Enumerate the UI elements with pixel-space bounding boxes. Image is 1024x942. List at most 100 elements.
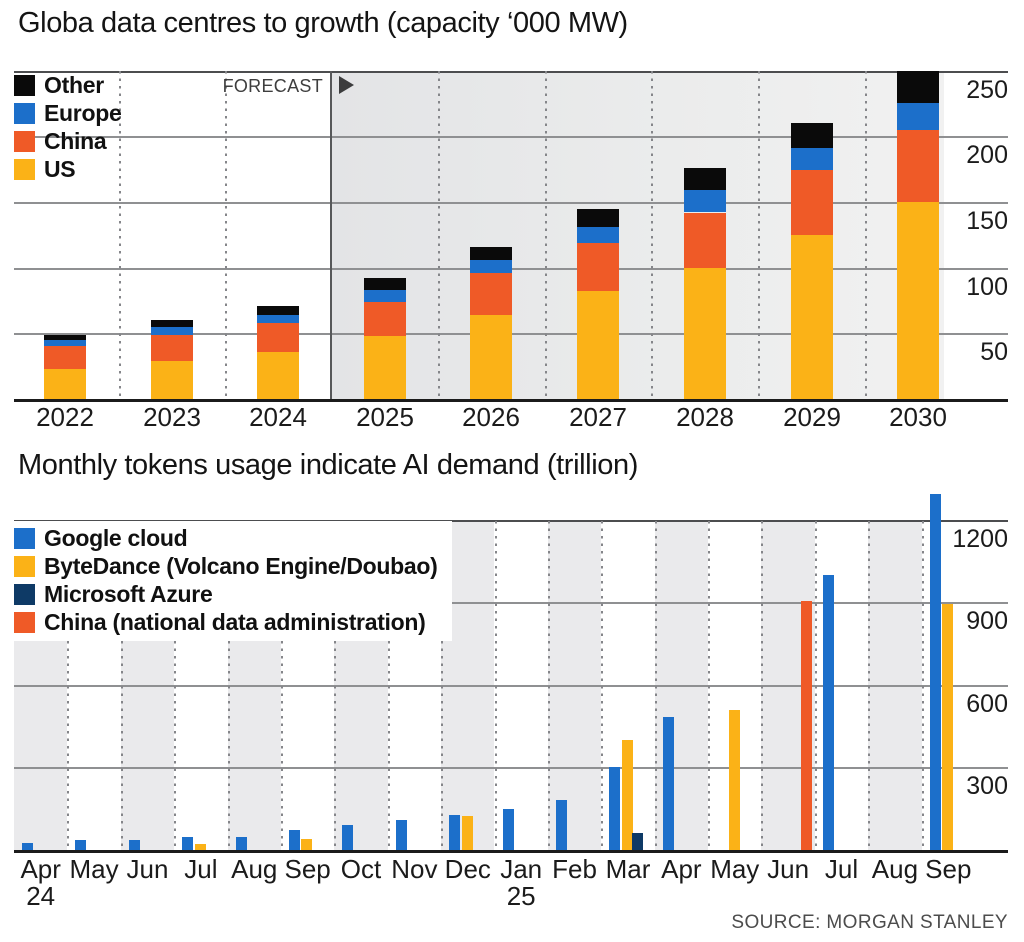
bar-2028-other — [684, 167, 726, 191]
legend-item-microsoft-azure: Microsoft Azure — [14, 582, 438, 606]
month-separator — [174, 520, 177, 850]
legend-label: China (national data administration) — [44, 609, 426, 636]
bar-2026-us — [470, 314, 512, 399]
legend-label: Google cloud — [44, 525, 188, 551]
bar-2022-europe — [44, 339, 86, 347]
legend-label: China — [44, 128, 107, 155]
x-tick-label-jul-15: Jul — [824, 854, 859, 884]
bar-2027-europe — [577, 226, 619, 243]
month-separator — [761, 520, 764, 850]
bar-dec-bytedance-volcano-engine-doubao — [461, 815, 473, 850]
bar-mar-bytedance-volcano-engine-doubao — [621, 739, 633, 850]
x-tick-label-2028: 2028 — [676, 402, 734, 432]
legend-item-europe: Europe — [14, 100, 122, 127]
bar-2023-europe — [151, 326, 193, 335]
chart2-title: Monthly tokens usage indicate AI demand … — [18, 449, 638, 481]
bar-oct-google-cloud — [342, 824, 354, 850]
china-swatch-icon — [14, 130, 35, 152]
bar-may-bytedance-volcano-engine-doubao — [728, 709, 740, 850]
x-tick-label-may-1: May — [69, 854, 119, 884]
europe-swatch-icon — [14, 102, 35, 124]
year-separator — [438, 71, 440, 399]
month-separator — [654, 520, 657, 850]
legend-label: Other — [44, 72, 104, 98]
bar-2030-us — [897, 201, 939, 399]
bar-aug-google-cloud — [235, 836, 247, 850]
y-tick-label-50: 50 — [980, 338, 1008, 367]
china-national-data-administration-swatch-icon — [14, 611, 35, 633]
legend-label: ByteDance (Volcano Engine/Doubao) — [44, 553, 438, 580]
legend-item-china: China — [14, 129, 121, 153]
google-cloud-swatch-icon — [14, 527, 35, 549]
bar-2025-europe — [364, 290, 406, 302]
month-separator — [921, 520, 924, 850]
legend-item-google-cloud: Google cloud — [14, 526, 438, 550]
bar-sep-google-cloud — [288, 830, 300, 850]
bar-2028-us — [684, 267, 726, 399]
month-separator — [120, 520, 123, 850]
y-tick-label-250: 250 — [966, 75, 1008, 104]
x-tick-label-feb-10: Feb — [552, 854, 597, 884]
gridline-200 — [14, 136, 1008, 139]
bar-2024-us — [257, 351, 299, 399]
month-separator — [227, 520, 230, 850]
microsoft-azure-swatch-icon — [14, 583, 35, 605]
bar-jan-google-cloud — [502, 808, 514, 850]
legend-label: Microsoft Azure — [44, 581, 213, 608]
x-tick-label-2024: 2024 — [249, 402, 307, 432]
year-separator — [118, 71, 121, 399]
bar-jul-google-cloud — [822, 574, 834, 850]
x-tick-label-jun-14: Jun — [767, 854, 810, 884]
x-tick-label-jul-3: Jul — [184, 854, 218, 884]
x-tick-sublabel-25: 25 — [506, 881, 536, 911]
source-credit: SOURCE: MORGAN STANLEY — [731, 912, 1008, 933]
y-tick-label-1200: 1200 — [952, 524, 1008, 553]
month-separator — [708, 520, 711, 850]
bar-2025-other — [364, 278, 406, 290]
x-tick-label-dec-8: Dec — [444, 854, 491, 884]
chart2-x-axis-labels: Apr May Jun Jul Aug Sep Oct Nov Dec Jan Feb Mar Apr M… — [14, 856, 975, 916]
bar-2030-china — [897, 129, 939, 202]
x-tick-label-aug-16: Aug — [871, 854, 919, 884]
x-tick-label-jan-9: Jan — [500, 854, 543, 884]
y-tick-label-100: 100 — [966, 272, 1008, 301]
bar-feb-google-cloud — [555, 800, 567, 850]
bar-may-google-cloud — [75, 840, 87, 850]
bar-2026-china — [470, 272, 512, 315]
x-tick-label-mar-11: Mar — [605, 854, 651, 884]
year-separator — [544, 71, 547, 399]
bar-2023-china — [151, 334, 193, 361]
chart2-plot-area: Google cloud ByteDance (Volcano Engine/Do… — [14, 490, 975, 850]
bar-jun-china-national-data-administration — [801, 600, 813, 850]
bar-2026-europe — [470, 259, 512, 273]
x-tick-label-oct-6: Oct — [340, 854, 382, 884]
x-tick-label-2029: 2029 — [783, 402, 841, 432]
legend-label: Europe — [44, 100, 122, 127]
bar-2027-other — [577, 208, 619, 227]
bar-2027-china — [577, 242, 619, 292]
y-tick-label-600: 600 — [966, 689, 1008, 718]
x-tick-label-2022: 2022 — [36, 402, 94, 432]
legend-item-other: Other — [14, 73, 121, 97]
month-separator — [280, 520, 283, 850]
bar-2025-us — [364, 335, 406, 399]
x-tick-label-aug-4: Aug — [231, 854, 278, 884]
bar-2030-other — [897, 70, 939, 104]
bar-mar-google-cloud — [609, 767, 621, 850]
bar-jun-google-cloud — [128, 840, 140, 850]
y-tick-label-150: 150 — [966, 206, 1008, 235]
month-separator — [67, 520, 70, 850]
gridline-250 — [14, 70, 1008, 73]
x-tick-label-sep-17: Sep — [925, 854, 972, 884]
month-separator — [441, 520, 444, 850]
legend-label: US — [44, 156, 76, 183]
chart1-plot: FORECAST Other Europe China US 50 100 150 200 2… — [14, 68, 1008, 402]
bar-2028-china — [684, 212, 726, 268]
bar-2026-other — [470, 246, 512, 260]
legend-item-china-national-data-administration: China (national data administration) — [14, 609, 438, 636]
x-tick-label-jun-2: Jun — [126, 854, 169, 884]
month-separator — [494, 520, 497, 850]
gridline-150 — [14, 201, 1008, 204]
year-separator — [225, 71, 227, 399]
bar-sep-google-cloud — [929, 493, 941, 850]
